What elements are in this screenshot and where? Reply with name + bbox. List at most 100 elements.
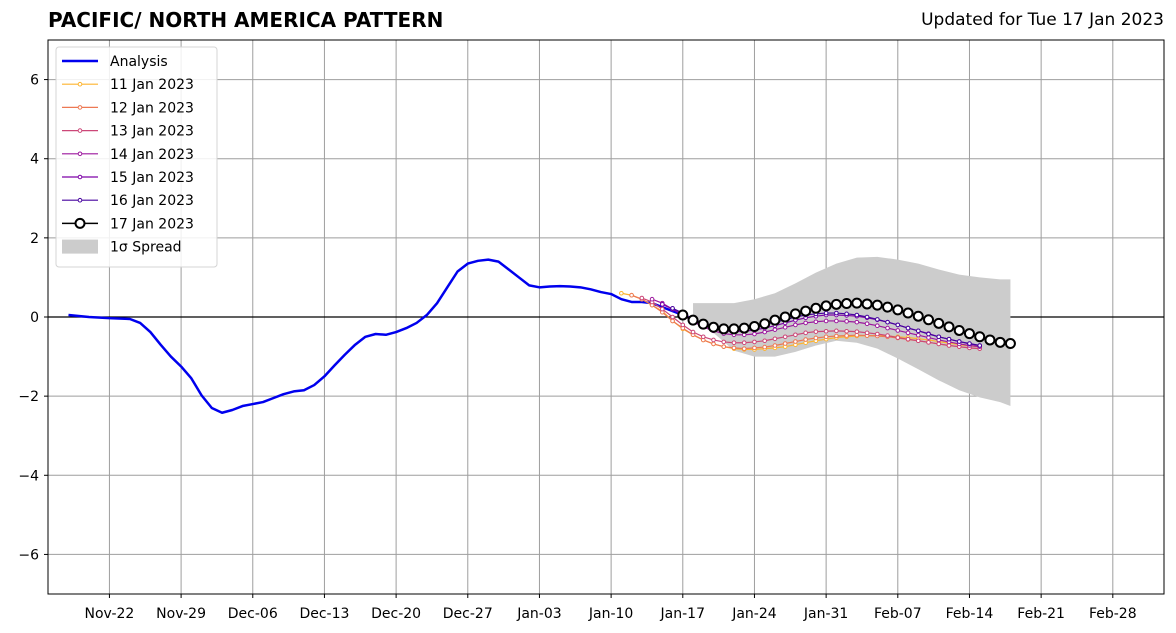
forecast-marker: [800, 305, 812, 317]
forecast-marker: [926, 340, 931, 345]
forecast-marker: [670, 314, 675, 320]
x-tick-label: Dec-13: [299, 606, 349, 622]
legend-label: 17 Jan 2023: [110, 216, 194, 232]
x-tick-label: Dec-27: [443, 606, 493, 622]
forecast-marker: [813, 329, 819, 334]
series-lines: [68, 258, 1016, 415]
forecast-marker: [772, 327, 778, 332]
x-tick-label: Jan-17: [660, 606, 705, 622]
forecast-marker: [741, 346, 747, 351]
forecast-marker: [759, 318, 771, 330]
forecast-marker: [752, 345, 757, 351]
forecast-marker: [830, 298, 842, 310]
forecast-marker: [984, 334, 996, 346]
forecast-marker: [915, 332, 921, 338]
x-tick-label: Jan-31: [803, 606, 848, 622]
forecast-marker: [905, 330, 911, 336]
forecast-marker: [680, 322, 686, 328]
forecast-marker: [677, 309, 689, 321]
x-tick-label: Jan-03: [516, 606, 561, 622]
forecast-marker: [946, 343, 952, 348]
legend-label: 11 Jan 2023: [110, 77, 194, 93]
forecast-marker: [854, 332, 860, 338]
forecast-marker: [721, 344, 727, 349]
forecast-marker: [639, 295, 645, 301]
forecast-marker: [885, 319, 890, 325]
forecast-marker: [844, 319, 849, 324]
forecast-marker: [943, 321, 955, 333]
forecast-line: [641, 297, 980, 350]
forecast-marker: [697, 318, 709, 330]
legend-swatch-marker: [77, 174, 83, 180]
forecast-marker: [820, 300, 832, 312]
forecast-marker: [841, 298, 853, 310]
forecast-marker: [875, 317, 880, 322]
forecast-marker: [772, 336, 778, 342]
forecast-marker: [752, 339, 757, 345]
y-tick-label: −4: [18, 468, 39, 484]
legend-swatch-marker: [74, 217, 86, 229]
forecast-marker: [854, 312, 860, 318]
forecast-marker: [629, 292, 634, 298]
forecast-marker: [823, 328, 829, 334]
forecast-marker: [923, 314, 935, 326]
forecast-marker: [721, 339, 727, 345]
forecast-marker: [823, 334, 829, 340]
y-tick-label: 6: [30, 73, 39, 89]
forecast-marker: [700, 334, 706, 340]
forecast-marker: [864, 330, 870, 336]
x-tick-label: Jan-24: [731, 606, 777, 622]
forecast-marker: [803, 330, 808, 336]
forecast-marker: [974, 331, 986, 343]
x-tick-label: Feb-14: [946, 606, 994, 622]
forecast-marker: [793, 322, 798, 328]
forecast-marker: [782, 341, 788, 346]
forecast-marker: [926, 331, 931, 337]
forecast-marker: [967, 341, 972, 346]
forecast-marker: [752, 331, 757, 337]
forecast-marker: [933, 317, 945, 329]
legend-label: 14 Jan 2023: [110, 147, 194, 163]
legend-swatch-marker: [77, 105, 83, 110]
forecast-marker: [711, 341, 716, 347]
forecast-marker: [810, 302, 822, 314]
forecast-marker: [762, 329, 767, 335]
forecast-marker: [748, 320, 760, 332]
y-tick-label: 2: [30, 231, 39, 247]
forecast-marker: [803, 320, 808, 326]
forecast-marker: [994, 336, 1006, 348]
forecast-marker: [902, 307, 914, 319]
forecast-marker: [926, 335, 931, 340]
forecast-marker: [813, 335, 819, 341]
forecast-marker: [762, 338, 767, 344]
chart-title: PACIFIC/ NORTH AMERICA PATTERN: [48, 8, 444, 32]
forecast-marker: [953, 324, 965, 336]
x-tick-label: Feb-07: [874, 606, 922, 622]
forecast-marker: [854, 329, 860, 334]
forecast-marker: [844, 333, 849, 338]
legend-swatch-marker: [77, 81, 83, 87]
forecast-series: [677, 297, 1016, 350]
forecast-marker: [619, 290, 624, 296]
forecast-marker: [871, 299, 883, 311]
legend-label: 16 Jan 2023: [110, 193, 194, 209]
forecast-marker: [670, 305, 675, 311]
legend-label: Analysis: [110, 54, 168, 70]
legend-swatch-marker: [77, 151, 83, 157]
forecast-marker: [885, 333, 890, 338]
forecast-marker: [708, 321, 720, 333]
forecast-marker: [946, 336, 952, 342]
forecast-marker: [864, 321, 870, 327]
forecast-marker: [936, 341, 942, 347]
forecast-marker: [731, 340, 737, 346]
forecast-marker: [793, 339, 798, 344]
forecast-marker: [905, 336, 911, 342]
forecast-marker: [660, 306, 665, 312]
forecast-marker: [895, 322, 901, 328]
forecast-series: [639, 295, 983, 351]
legend: Analysis 11 Jan 2023 12 Jan 2023 13 Jan 202…: [55, 46, 218, 268]
forecast-marker: [793, 332, 798, 338]
x-tick-label: Dec-20: [371, 606, 421, 622]
forecast-marker: [905, 325, 911, 331]
